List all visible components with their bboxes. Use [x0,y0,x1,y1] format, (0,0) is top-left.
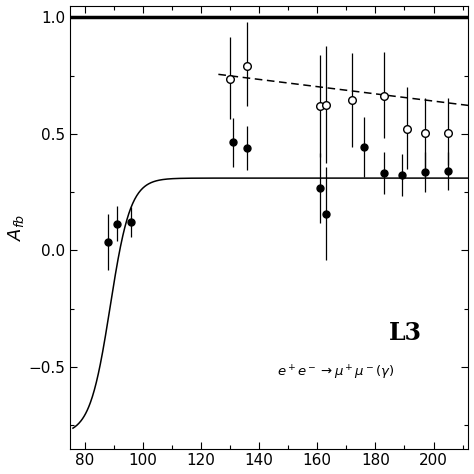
Text: $e^+e^-\rightarrow\mu^+\mu^-(\gamma)$: $e^+e^-\rightarrow\mu^+\mu^-(\gamma)$ [277,364,395,383]
Y-axis label: $A_{fb}$: $A_{fb}$ [6,213,26,241]
Text: L3: L3 [389,321,422,346]
